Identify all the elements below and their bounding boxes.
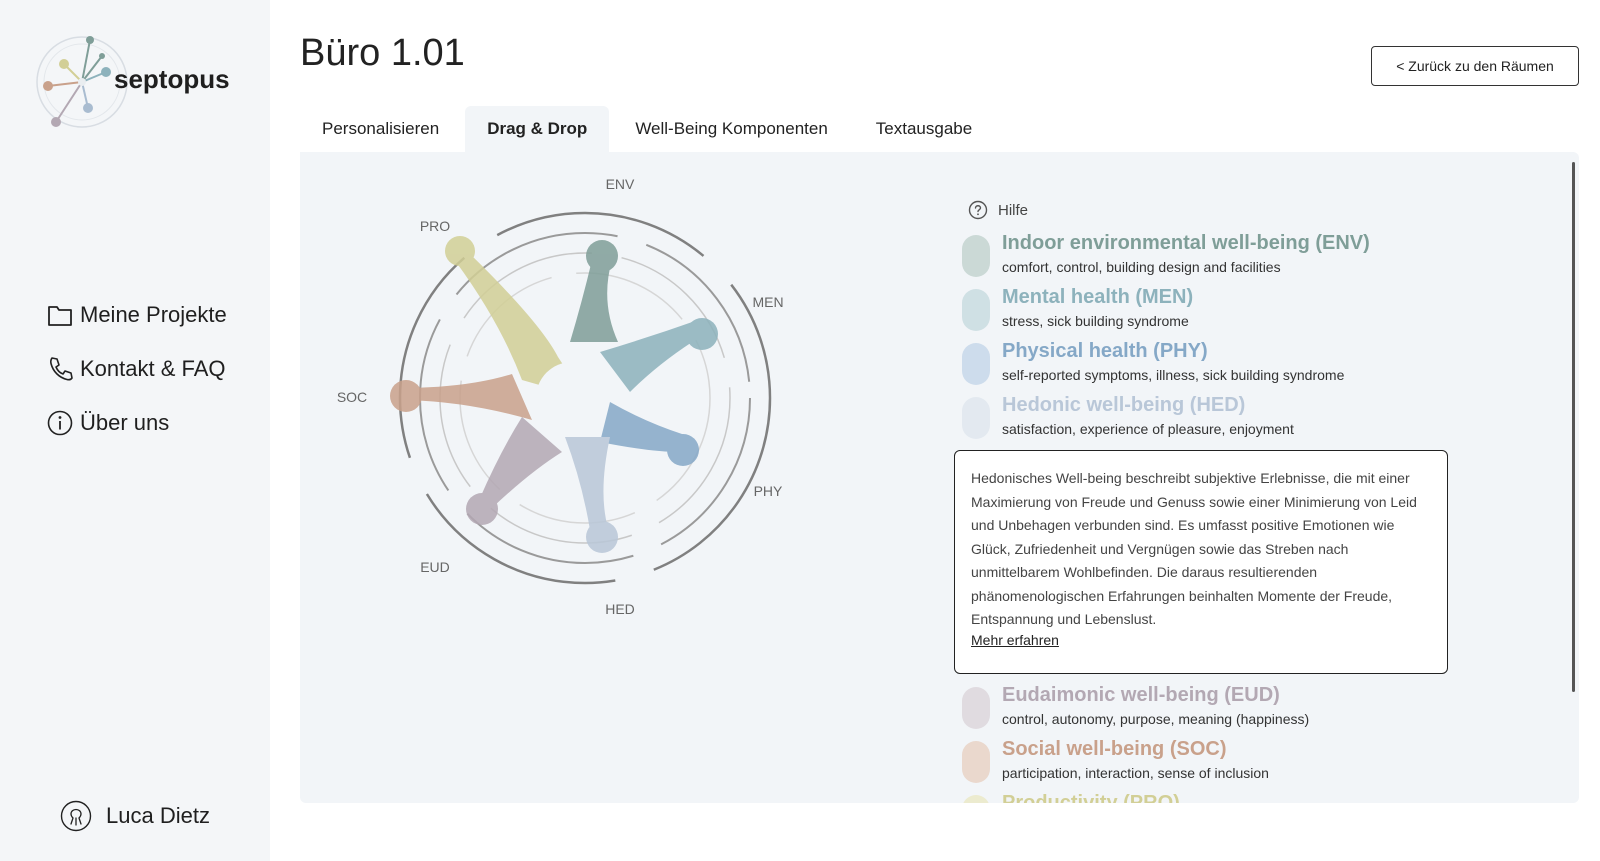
logo-icon	[36, 36, 128, 128]
petal-phy[interactable]	[600, 402, 687, 452]
user-profile[interactable]: Luca Dietz	[60, 800, 210, 832]
panel-scrollbar[interactable]	[1572, 162, 1575, 692]
component-list: Indoor environmental well-being (ENV) co…	[954, 230, 1522, 803]
sidebar-item-ueber-uns[interactable]: Über uns	[46, 406, 227, 440]
axis-label-men: MEN	[752, 294, 783, 310]
component-swatch[interactable]	[962, 741, 990, 783]
help-label: Hilfe	[998, 201, 1029, 219]
sidebar: septopus Meine Projekte Kontakt & FAQ	[0, 0, 270, 861]
component-subtitle: participation, interaction, sense of inc…	[1002, 765, 1269, 781]
component-swatch[interactable]	[962, 687, 990, 729]
help-icon	[968, 200, 988, 220]
component-swatch[interactable]	[962, 795, 990, 803]
component-swatch[interactable]	[962, 397, 990, 439]
help-button[interactable]: Hilfe	[968, 200, 1028, 220]
logo-text: septopus	[114, 64, 230, 94]
back-to-rooms-button[interactable]: < Zurück zu den Räumen	[1371, 46, 1579, 86]
petal-soc[interactable]	[402, 374, 532, 420]
tab-well-being-komponenten[interactable]: Well-Being Komponenten	[635, 119, 828, 138]
info-description: Hedonisches Well-being beschreibt subjek…	[971, 470, 1417, 627]
component-title: Mental health (MEN)	[1002, 286, 1194, 308]
component-title: Social well-being (SOC)	[1002, 738, 1227, 760]
component-title: Hedonic well-being (HED)	[1002, 394, 1246, 416]
component-subtitle: stress, sick building syndrome	[1002, 313, 1189, 329]
handle-env[interactable]	[586, 240, 618, 272]
component-title: Physical health (PHY)	[1002, 340, 1208, 362]
axis-label-pro: PRO	[420, 218, 450, 234]
tab-personalisieren[interactable]: Personalisieren	[322, 119, 440, 138]
component-soc[interactable]: Social well-being (SOC) participation, i…	[962, 736, 1522, 790]
petal-hed[interactable]	[565, 437, 610, 536]
well-being-radial-chart: ENV MEN PHY HED EUD SOC PRO	[337, 176, 784, 617]
info-icon	[47, 410, 73, 436]
octopus-icon	[60, 800, 92, 832]
handle-soc[interactable]	[390, 380, 422, 412]
axis-label-eud: EUD	[420, 559, 450, 575]
tab-textausgabe[interactable]: Textausgabe	[875, 119, 973, 138]
sidebar-item-label: Über uns	[80, 410, 170, 435]
component-env[interactable]: Indoor environmental well-being (ENV) co…	[962, 230, 1522, 284]
chart-center	[536, 362, 608, 434]
folder-icon	[48, 306, 72, 326]
tab-bar: Personalisieren Drag & Drop Well-Being K…	[300, 106, 998, 152]
component-subtitle: comfort, control, building design and fa…	[1002, 259, 1281, 275]
component-title: Eudaimonic well-being (EUD)	[1002, 684, 1280, 706]
petal-eud[interactable]	[479, 417, 562, 509]
septopus-logo[interactable]: septopus	[36, 34, 236, 134]
sidebar-item-label: Kontakt & FAQ	[80, 356, 226, 381]
page-title: Büro 1.01	[300, 32, 465, 74]
petal-men[interactable]	[600, 320, 704, 392]
phone-icon	[50, 357, 73, 381]
component-title: Productivity (PRO)	[1002, 792, 1180, 803]
learn-more-link[interactable]: Mehr erfahren	[971, 631, 1059, 648]
component-subtitle: control, autonomy, purpose, meaning (hap…	[1002, 711, 1310, 727]
handle-pro[interactable]	[445, 236, 475, 266]
handle-men[interactable]	[686, 318, 718, 350]
petal-env[interactable]	[570, 255, 618, 342]
petal-pro[interactable]	[454, 249, 586, 398]
drag-drop-panel: ENV MEN PHY HED EUD SOC PRO Hilfe Indoor…	[300, 152, 1579, 803]
sidebar-item-label: Meine Projekte	[80, 302, 227, 327]
handle-eud[interactable]	[466, 493, 498, 525]
component-pro[interactable]: Productivity (PRO)	[962, 790, 1522, 803]
handle-hed[interactable]	[586, 521, 618, 553]
axis-label-env: ENV	[606, 176, 635, 192]
sidebar-nav: Meine Projekte Kontakt & FAQ Über uns	[46, 298, 227, 460]
user-name: Luca Dietz	[106, 803, 210, 828]
component-swatch[interactable]	[962, 235, 990, 277]
axis-label-hed: HED	[605, 601, 635, 617]
component-info-box: Hedonisches Well-being beschreibt subjek…	[954, 450, 1448, 674]
component-hed[interactable]: Hedonic well-being (HED) satisfaction, e…	[962, 392, 1522, 446]
component-subtitle: self-reported symptoms, illness, sick bu…	[1002, 367, 1345, 383]
component-subtitle: satisfaction, experience of pleasure, en…	[1002, 421, 1294, 437]
handle-phy[interactable]	[667, 434, 699, 466]
sidebar-item-meine-projekte[interactable]: Meine Projekte	[46, 298, 227, 332]
axis-label-phy: PHY	[754, 483, 783, 499]
component-title: Indoor environmental well-being (ENV)	[1002, 232, 1370, 254]
sidebar-item-kontakt-faq[interactable]: Kontakt & FAQ	[46, 352, 227, 386]
component-swatch[interactable]	[962, 289, 990, 331]
component-phy[interactable]: Physical health (PHY) self-reported symp…	[962, 338, 1522, 392]
component-eud[interactable]: Eudaimonic well-being (EUD) control, aut…	[962, 682, 1522, 736]
component-men[interactable]: Mental health (MEN) stress, sick buildin…	[962, 284, 1522, 338]
tab-drag-drop[interactable]: Drag & Drop	[465, 106, 610, 152]
axis-label-soc: SOC	[337, 389, 367, 405]
component-swatch[interactable]	[962, 343, 990, 385]
